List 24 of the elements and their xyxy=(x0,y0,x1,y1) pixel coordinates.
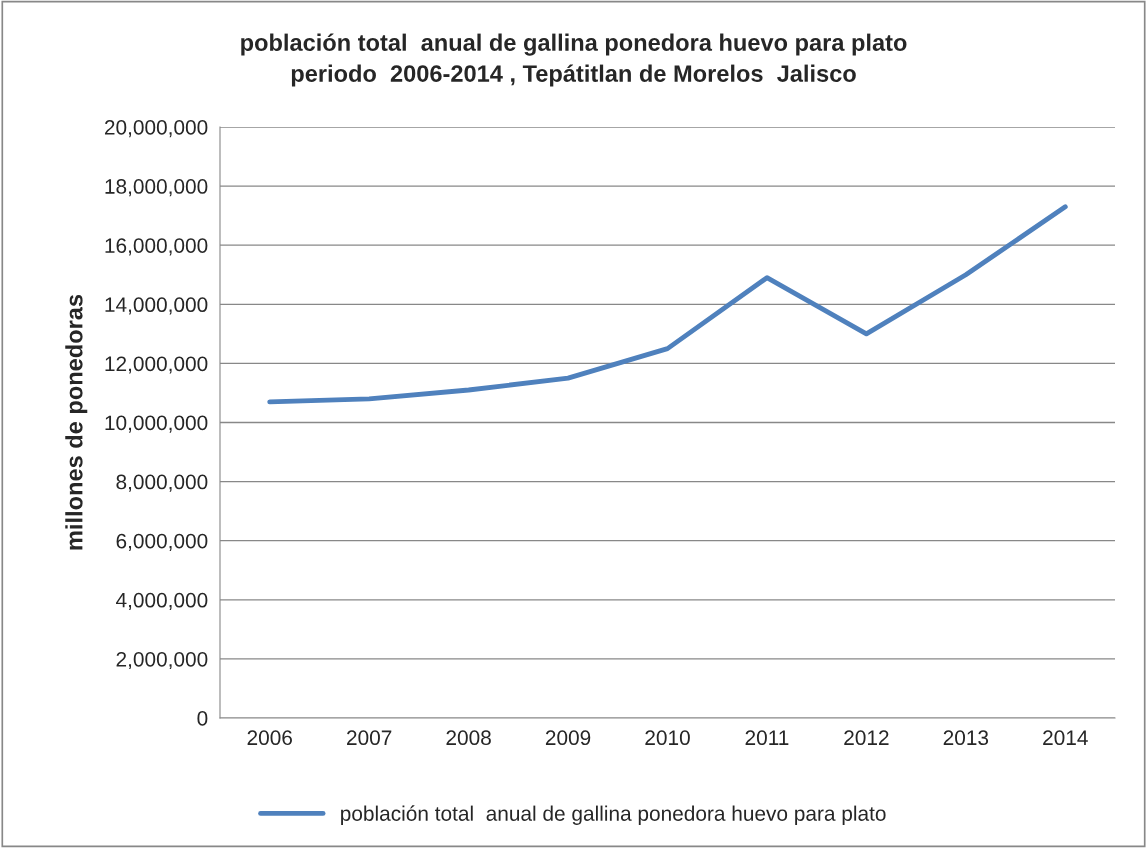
x-tick-label: 2013 xyxy=(943,730,989,746)
y-tick-label: 14,000,000 xyxy=(105,297,208,315)
y-tick-label: 16,000,000 xyxy=(105,238,208,256)
x-tick-label: 2008 xyxy=(446,730,491,746)
legend-label: población total anual de gallina ponedora huevo para plato xyxy=(341,805,886,826)
line-series xyxy=(267,204,1068,405)
y-tick-label: 4,000,000 xyxy=(116,592,208,611)
y-tick-label: 2,000,000 xyxy=(116,651,208,670)
y-tick-label: 10,000,000 xyxy=(105,415,208,433)
x-tick-label: 2010 xyxy=(645,730,690,746)
y-tick-label: 8,000,000 xyxy=(116,474,208,492)
y-axis-title: millones de ponedoras xyxy=(65,294,88,550)
x-tick-label: 2007 xyxy=(347,730,392,746)
x-tick-label: 2012 xyxy=(844,730,889,746)
y-tick-label: 18,000,000 xyxy=(105,179,208,197)
y-tick-label: 0 xyxy=(197,711,208,726)
x-tick-label: 2014 xyxy=(1043,730,1088,746)
y-tick-label: 20,000,000 xyxy=(104,120,208,138)
y-tick-label: 6,000,000 xyxy=(116,533,208,551)
x-tick-label: 2009 xyxy=(545,730,591,746)
chart-title: población total anual de gallina ponedora huevo para plato periodo 2006-2014 , Tepátitlan de Morelos Jalisco xyxy=(241,33,907,87)
x-tick-label: 2011 xyxy=(745,730,789,746)
y-tick-label: 12,000,000 xyxy=(105,356,208,374)
x-tick-label: 2006 xyxy=(247,730,292,746)
